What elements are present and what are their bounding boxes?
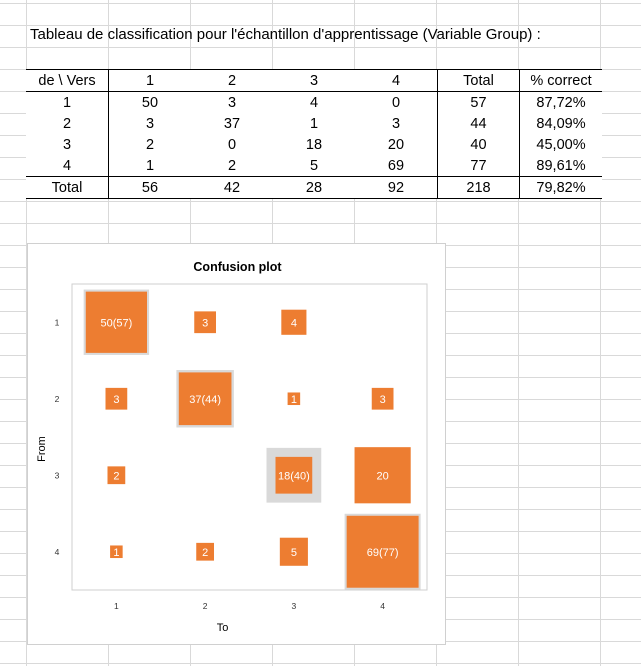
table-cell: 2 bbox=[26, 113, 109, 134]
table-cell: 40 bbox=[437, 134, 520, 155]
chart-object[interactable]: Confusion plot 1 2 3 4 1 2 3 4 To From 50(57) 3 4 3 37(… bbox=[27, 243, 446, 645]
table-cell: 2 bbox=[145, 136, 155, 153]
header-cell: 2 bbox=[191, 69, 273, 92]
table-cell: 1 bbox=[145, 157, 155, 174]
table-row: 1 50 3 4 0 57 87,72% bbox=[26, 91, 602, 113]
header-cell: 1 bbox=[108, 69, 191, 92]
table-cell: 5 bbox=[309, 157, 319, 174]
header-cell: de \ Vers bbox=[26, 69, 109, 92]
count-square bbox=[194, 311, 217, 334]
cell-label: 3 bbox=[380, 394, 386, 406]
x-axis-label: To bbox=[217, 622, 229, 634]
cell-label: 5 bbox=[291, 547, 297, 559]
table-cell: 45,00% bbox=[519, 134, 602, 155]
cell-label: 1 bbox=[113, 547, 119, 559]
count-square bbox=[275, 456, 313, 494]
cell-label: 2 bbox=[202, 547, 208, 559]
chart-title: Confusion plot bbox=[193, 260, 282, 274]
table-cell: 87,72% bbox=[519, 91, 602, 113]
cell-label: 2 bbox=[113, 470, 119, 482]
table-total-row: Total 56 42 28 92 218 79,82% bbox=[26, 176, 602, 199]
cell-label: 3 bbox=[202, 317, 208, 329]
table-cell: 42 bbox=[191, 176, 273, 199]
table-cell: 4 bbox=[26, 155, 109, 177]
cell-label: 3 bbox=[113, 394, 119, 406]
count-square bbox=[346, 515, 419, 588]
table-cell: 69 bbox=[387, 157, 405, 174]
x-tick-label: 1 bbox=[114, 601, 119, 611]
table-cell: 56 bbox=[108, 176, 191, 199]
count-square bbox=[371, 387, 394, 410]
header-cell: % correct bbox=[519, 69, 602, 92]
y-axis-label: From bbox=[36, 436, 48, 462]
cell-label: 50(57) bbox=[100, 317, 132, 329]
table-header-row: de \ Vers 1 2 3 4 Total % correct bbox=[26, 69, 602, 92]
table-cell: 84,09% bbox=[519, 113, 602, 134]
table-cell: 28 bbox=[273, 176, 355, 199]
cell-label: 18(40) bbox=[278, 470, 310, 482]
table-cell: 3 bbox=[227, 94, 237, 111]
table-cell: 37 bbox=[223, 115, 241, 132]
table-cell: 57 bbox=[437, 91, 520, 113]
table-caption: Tableau de classification pour l'échanti… bbox=[30, 26, 541, 43]
table-row: 2 3 37 1 3 44 84,09% bbox=[26, 113, 602, 134]
cell-label: 37(44) bbox=[189, 394, 221, 406]
y-tick-label: 3 bbox=[55, 470, 60, 480]
y-tick-label: 1 bbox=[55, 317, 60, 327]
table-cell: 44 bbox=[437, 113, 520, 134]
table-cell: 92 bbox=[355, 176, 438, 199]
header-cell: 3 bbox=[273, 69, 355, 92]
table-cell: 3 bbox=[145, 115, 155, 132]
cell-label: 20 bbox=[377, 470, 389, 482]
table-row: 3 2 0 18 20 40 45,00% bbox=[26, 134, 602, 155]
cell-label: 4 bbox=[291, 317, 297, 329]
count-square bbox=[107, 466, 126, 485]
x-tick-label: 2 bbox=[203, 601, 208, 611]
y-tick-label: 4 bbox=[55, 547, 60, 557]
table-cell: Total bbox=[26, 176, 109, 199]
x-tick-label: 3 bbox=[292, 601, 297, 611]
count-square bbox=[279, 537, 308, 566]
count-square bbox=[110, 545, 123, 559]
table-cell: 18 bbox=[305, 136, 323, 153]
count-square bbox=[281, 309, 307, 335]
y-tick-label: 2 bbox=[55, 394, 60, 404]
header-cell: Total bbox=[437, 69, 520, 92]
header-cell: 4 bbox=[355, 69, 438, 92]
count-square bbox=[287, 392, 301, 406]
count-square bbox=[85, 291, 147, 353]
count-square bbox=[178, 372, 232, 426]
table-cell: 79,82% bbox=[519, 176, 602, 199]
table-cell: 3 bbox=[391, 115, 401, 132]
confusion-plot: Confusion plot 1 2 3 4 1 2 3 4 To From 50(57) 3 4 3 37(… bbox=[36, 260, 428, 634]
table-cell: 1 bbox=[26, 91, 109, 113]
count-square bbox=[196, 542, 215, 561]
table-cell: 1 bbox=[309, 115, 319, 132]
count-square bbox=[105, 387, 128, 410]
x-tick-label: 4 bbox=[380, 601, 385, 611]
table-cell: 218 bbox=[437, 176, 520, 199]
table-cell: 4 bbox=[309, 94, 319, 111]
cell-label: 1 bbox=[291, 394, 297, 406]
table-cell: 20 bbox=[387, 136, 405, 153]
table-cell: 2 bbox=[227, 157, 237, 174]
table-cell: 0 bbox=[227, 136, 237, 153]
table-cell: 50 bbox=[141, 94, 159, 111]
table-cell: 0 bbox=[391, 94, 401, 111]
table-cell: 77 bbox=[437, 155, 520, 177]
plot-area bbox=[71, 283, 428, 591]
table-row: 4 1 2 5 69 77 89,61% bbox=[26, 155, 602, 177]
cell-label: 69(77) bbox=[367, 547, 399, 559]
count-square bbox=[354, 447, 411, 504]
table-cell: 3 bbox=[26, 134, 109, 155]
classification-table: de \ Vers 1 2 3 4 Total % correct 1 50 3… bbox=[26, 69, 602, 199]
table-cell: 89,61% bbox=[519, 155, 602, 177]
